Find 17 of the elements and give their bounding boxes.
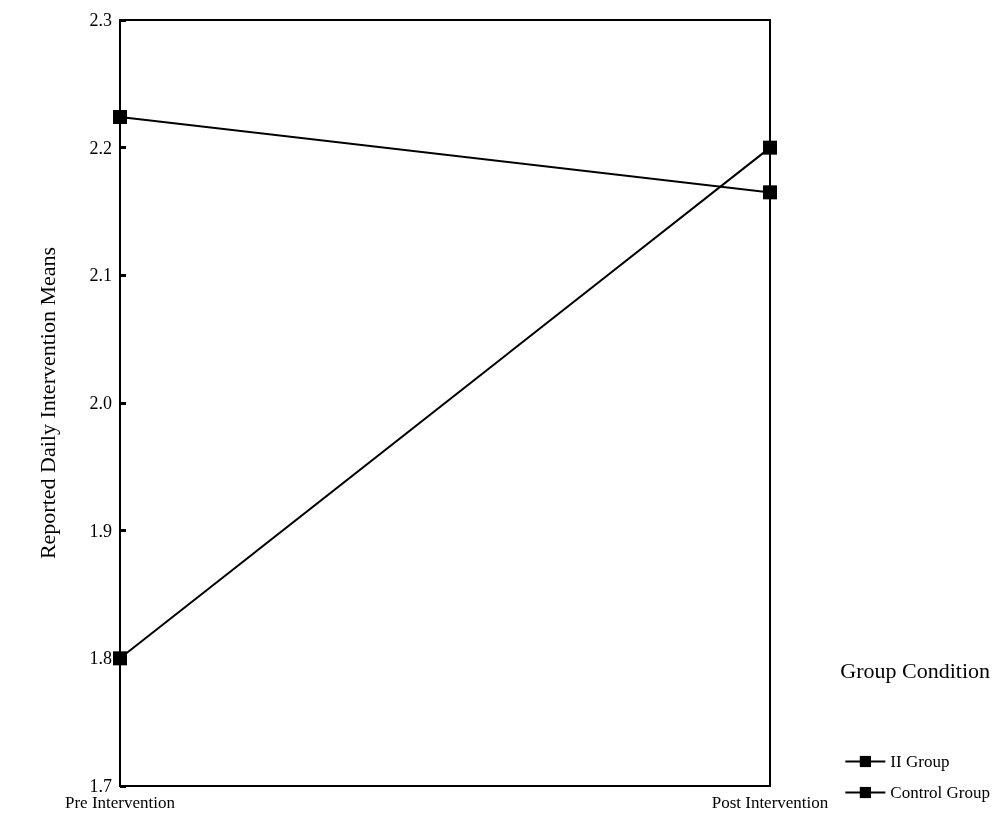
y-tick-label: 2.1 — [89, 265, 112, 286]
x-tick-label: Pre Intervention — [65, 793, 176, 812]
y-tick-label: 1.9 — [89, 520, 112, 541]
point — [113, 651, 127, 666]
legend-title: Group Condition — [840, 657, 991, 683]
point — [763, 185, 777, 200]
legend-label: II Group — [890, 752, 950, 771]
y-tick-label: 2.3 — [89, 10, 112, 30]
y-tick-label: 2.0 — [89, 393, 112, 413]
point — [763, 140, 777, 155]
x-tick-label: Post Intervention — [711, 793, 829, 812]
point — [113, 110, 127, 125]
y-axis-title: Reported Daily Intervention Means — [34, 246, 60, 560]
y-tick-label: 1.7 — [89, 776, 112, 796]
y-tick-label: 1.8 — [89, 648, 112, 669]
legend-label: Control Group — [890, 783, 991, 802]
y-tick-label: 2.2 — [89, 137, 112, 158]
